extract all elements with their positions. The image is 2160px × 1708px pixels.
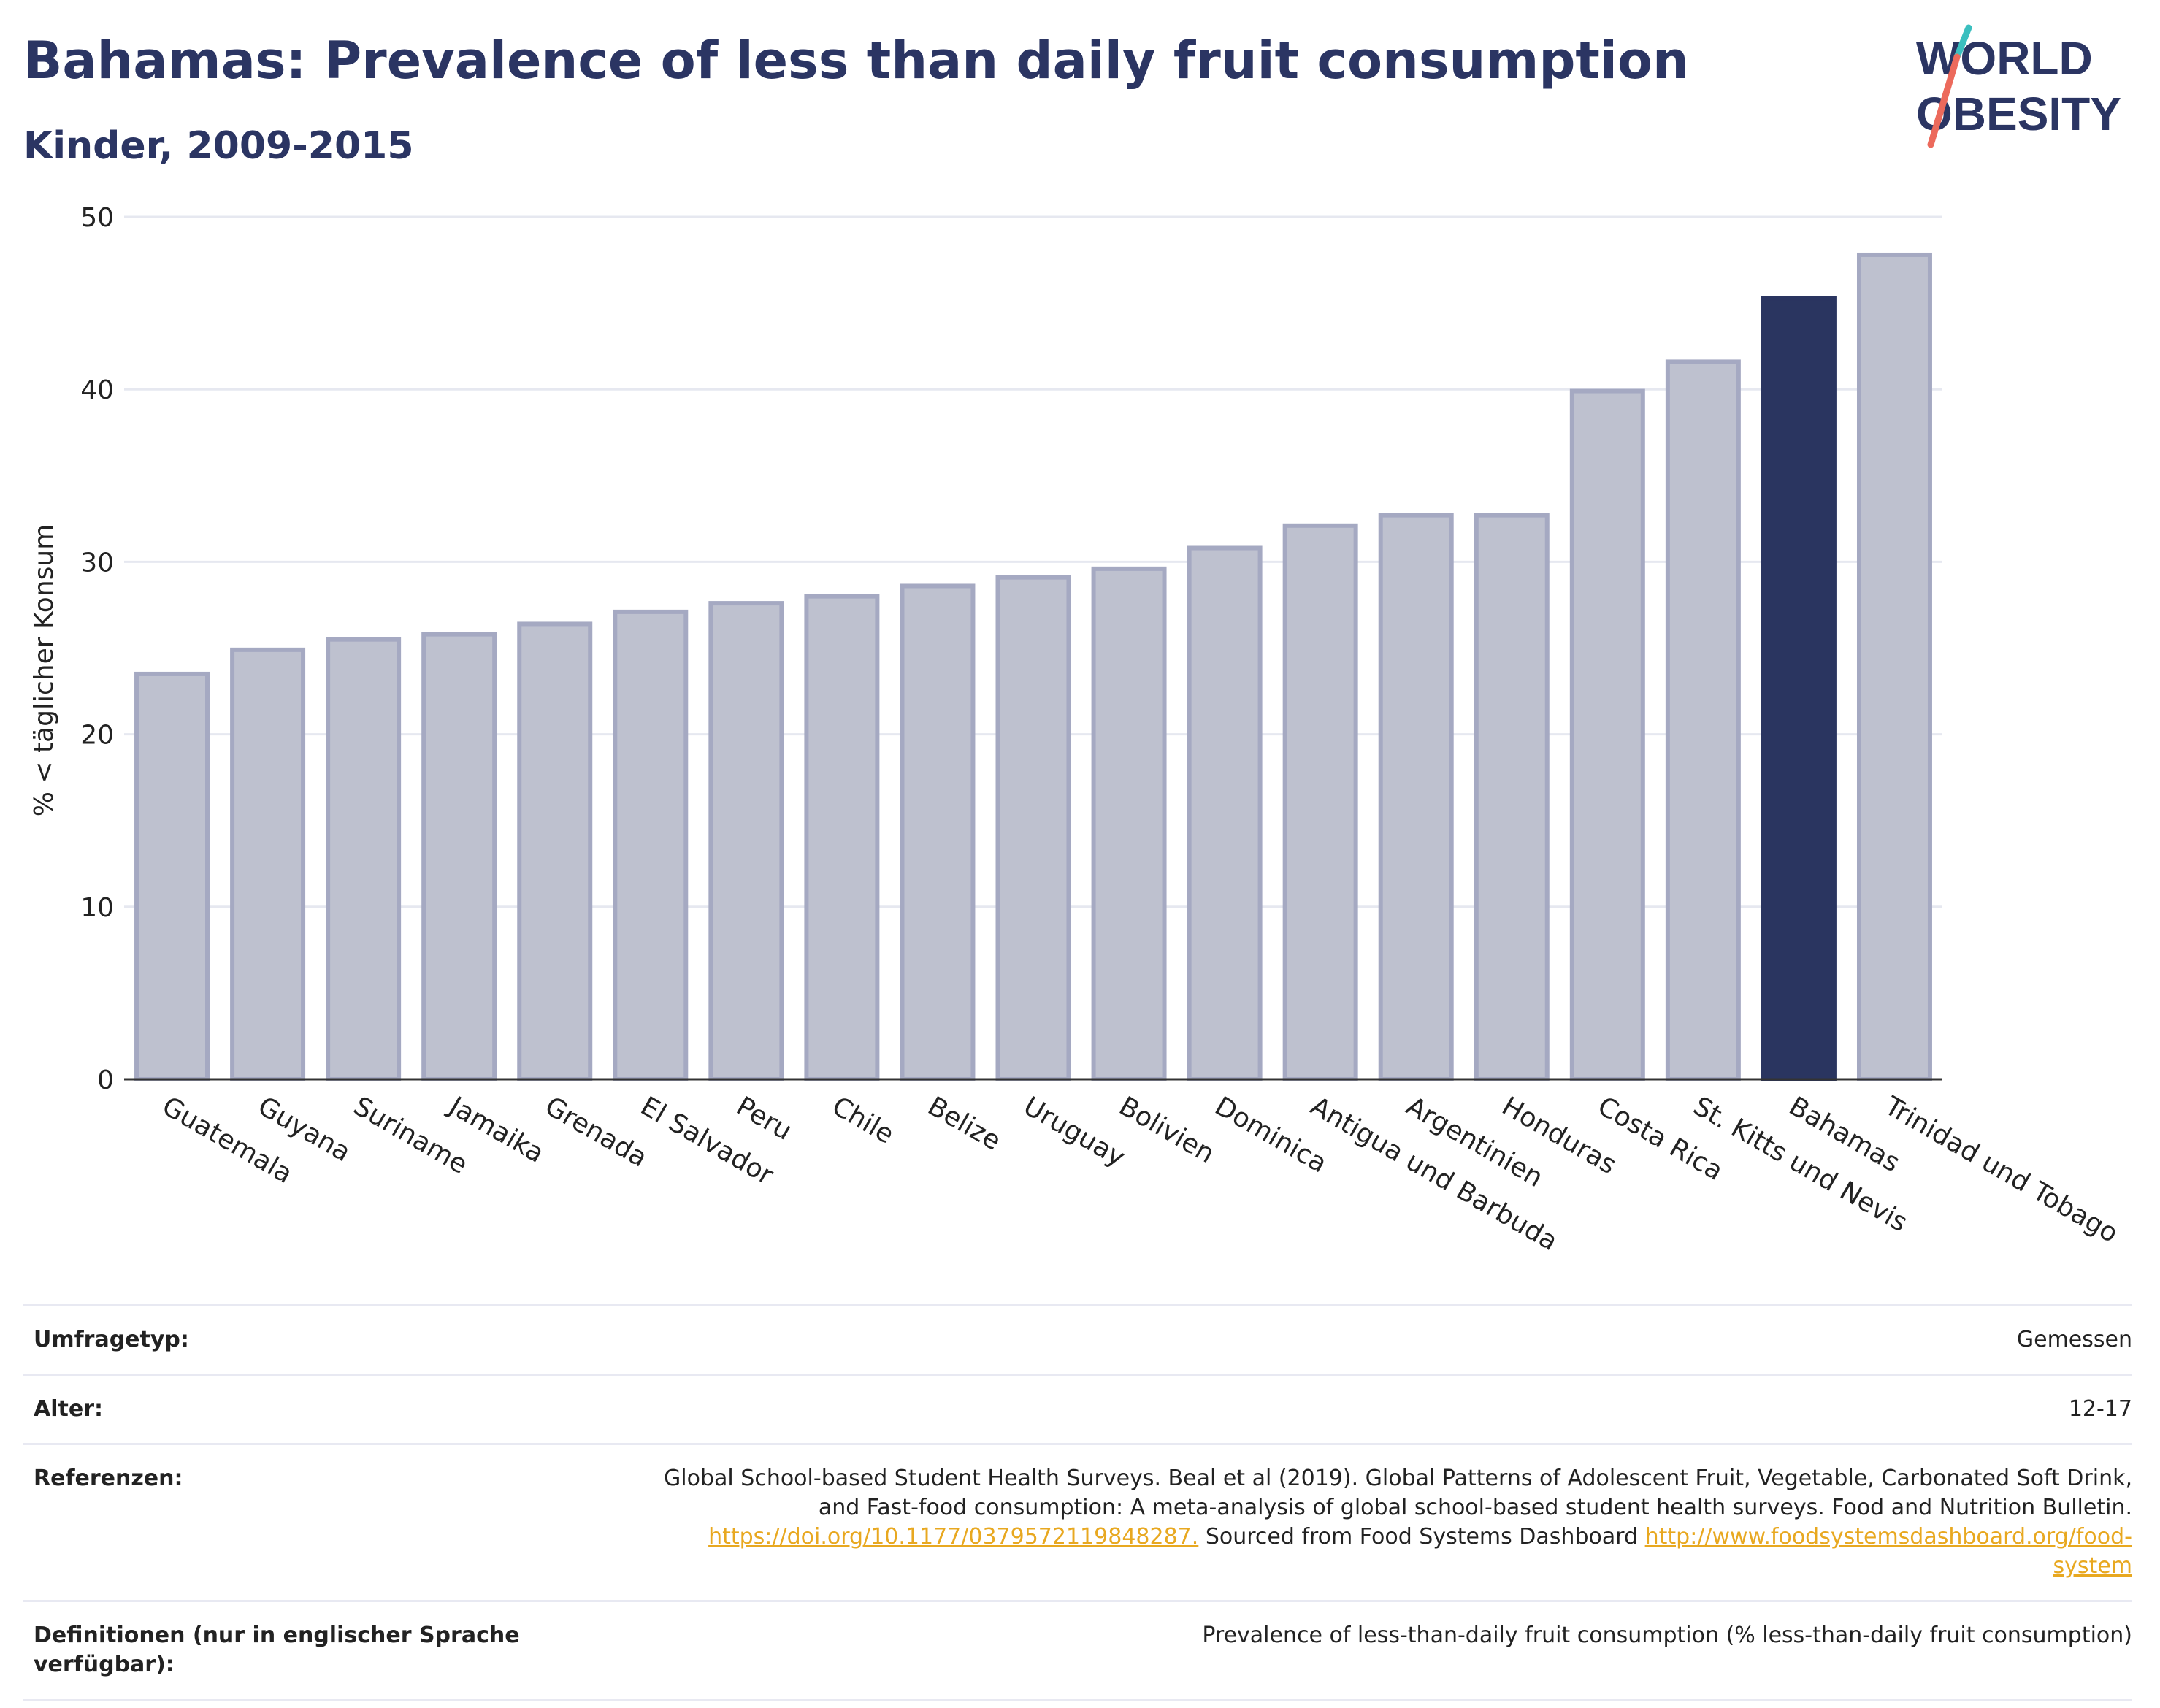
- y-axis-label: % < täglicher Konsum: [29, 524, 59, 817]
- references-value: Global School-based Student Health Surve…: [664, 1464, 2132, 1581]
- bar-el-salvador: [613, 609, 689, 1081]
- y-tick-label: 40: [80, 375, 114, 405]
- x-tick-label: Trinidad und Tobago: [1879, 1091, 2123, 1249]
- survey-type-label: Umfragetyp:: [34, 1327, 189, 1352]
- y-tick-label: 0: [97, 1065, 114, 1095]
- dashboard-link-cont[interactable]: system: [2053, 1553, 2132, 1579]
- y-tick-label: 10: [80, 893, 114, 923]
- bar-costa-rica: [1569, 388, 1645, 1081]
- logo-line2: OBESITY: [1916, 88, 2121, 140]
- bar-dominica: [1187, 545, 1263, 1081]
- info-row-definitions: Definitionen (nur in englischer Sprache …: [23, 1600, 2132, 1701]
- bar-st-kitts-und-nevis: [1665, 359, 1741, 1081]
- x-tick-labels: GuatemalaGuyanaSurinameJamaikaGrenadaEl …: [157, 1090, 2123, 1257]
- info-row-references: Referenzen: Global School-based Student …: [23, 1443, 2132, 1600]
- info-row-survey-type: Umfragetyp: Gemessen: [23, 1304, 2132, 1374]
- bar-bolivien: [1091, 566, 1167, 1081]
- page-subtitle: Kinder, 2009-2015: [23, 124, 414, 168]
- y-tick-label: 30: [80, 548, 114, 578]
- x-tick-label: Bolivien: [1114, 1091, 1219, 1169]
- bar-chart: 0 10 20 30 40 50 GuatemalaGuyanaSurinameJamai…: [29, 203, 2123, 1257]
- references-text-3: Sourced from Food Systems Dashboard: [1198, 1524, 1645, 1550]
- definitions-value: Prevalence of less-than-daily fruit cons…: [1202, 1623, 2132, 1648]
- info-row-age: Alter: 12-17: [23, 1374, 2132, 1443]
- age-value: 12-17: [2068, 1396, 2132, 1422]
- world-obesity-logo: WORLD OBESITY: [1916, 24, 2121, 148]
- y-tick-label: 50: [80, 203, 114, 233]
- y-tick-label: 20: [80, 721, 114, 751]
- bar-antigua-und-barbuda: [1282, 523, 1358, 1081]
- dashboard-link[interactable]: http://www.foodsystemsdashboard.org/food…: [1644, 1524, 2132, 1550]
- x-tick-label: Peru: [731, 1091, 797, 1146]
- logo-slash-coral: [1927, 53, 1961, 148]
- bar-argentinien: [1378, 513, 1454, 1081]
- bar-guyana: [230, 647, 306, 1081]
- survey-type-value: Gemessen: [2016, 1327, 2132, 1352]
- references-text-2: and Fast-food consumption: A meta-analys…: [818, 1495, 2132, 1520]
- bar-suriname: [326, 637, 402, 1081]
- bar-chile: [804, 594, 880, 1081]
- age-label: Alter:: [34, 1396, 103, 1422]
- doi-link[interactable]: https://doi.org/10.1177/0379572119848287…: [708, 1524, 1199, 1550]
- bar-peru: [708, 601, 784, 1081]
- x-tick-label: Uruguay: [1019, 1091, 1130, 1173]
- bar-jamaika: [421, 632, 497, 1081]
- bar-guatemala: [134, 671, 210, 1081]
- x-tick-label: Grenada: [540, 1091, 652, 1173]
- x-tick-label: Belize: [922, 1091, 1006, 1156]
- bar-honduras: [1474, 513, 1550, 1081]
- references-text-1: Global School-based Student Health Surve…: [664, 1466, 2132, 1491]
- logo-slash-teal: [1953, 24, 1972, 61]
- bar-grenada: [517, 621, 593, 1081]
- definitions-label: Definitionen (nur in englischer Sprache …: [34, 1623, 520, 1677]
- info-table: Umfragetyp: Gemessen Alter: 12-17 Refere…: [23, 1304, 2132, 1701]
- bar-belize: [900, 583, 976, 1081]
- y-tick-labels: 0 10 20 30 40 50: [80, 203, 114, 1095]
- references-label: Referenzen:: [34, 1466, 183, 1491]
- bar-trinidad-und-tobago: [1856, 252, 1932, 1081]
- bar-bahamas: [1761, 296, 1837, 1081]
- bars: [134, 252, 1932, 1081]
- logo-line1: WORLD: [1916, 32, 2093, 85]
- page-title: Bahamas: Prevalence of less than daily f…: [23, 31, 1689, 91]
- bar-uruguay: [995, 575, 1071, 1081]
- x-tick-label: Chile: [827, 1091, 899, 1150]
